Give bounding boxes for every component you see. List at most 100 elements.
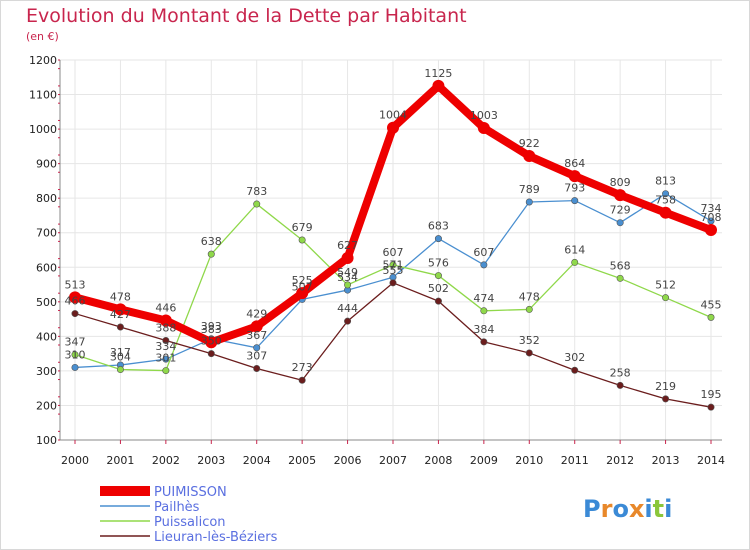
data-label: 502: [428, 282, 449, 295]
data-label: 304: [110, 351, 131, 364]
point: [114, 303, 127, 316]
point: [614, 189, 627, 202]
point: [69, 291, 81, 304]
y-tick-label: 1200: [29, 54, 57, 67]
logo-letter: i: [644, 495, 652, 523]
data-label: 388: [155, 322, 176, 335]
grid: [60, 59, 722, 441]
data-label: 466: [65, 295, 86, 308]
point: [162, 337, 170, 345]
data-label: 555: [383, 264, 404, 277]
chart-title: Evolution du Montant de la Dette par Hab…: [26, 5, 467, 27]
data-label: 627: [337, 239, 358, 252]
point: [616, 219, 624, 227]
point: [205, 336, 218, 349]
data-label: 273: [292, 361, 313, 374]
x-tick-label: 2005: [288, 454, 316, 467]
y-tick-label: 500: [36, 296, 57, 309]
point: [707, 313, 715, 321]
data-label: 813: [655, 175, 676, 188]
x-tick-label: 2001: [106, 454, 134, 467]
point: [116, 366, 124, 374]
data-label: 638: [201, 235, 222, 248]
logo-letter: P: [583, 495, 601, 523]
point: [616, 381, 624, 389]
series-group: [69, 79, 717, 411]
point: [387, 121, 399, 134]
data-label: 534: [337, 271, 358, 284]
y-tick-label: 1000: [29, 123, 57, 136]
logo-letter: x: [629, 495, 645, 523]
point: [477, 122, 490, 135]
point: [253, 344, 261, 352]
axes: [59, 60, 722, 441]
x-tick-label: 2014: [697, 454, 725, 467]
point: [568, 170, 581, 183]
data-label: 793: [564, 182, 585, 195]
x-tick-label: 2009: [470, 454, 498, 467]
data-label: 334: [155, 340, 176, 353]
point: [159, 314, 172, 327]
point: [662, 395, 670, 403]
data-label: 350: [201, 335, 222, 348]
data-label: 258: [610, 366, 631, 379]
x-tick-label: 2000: [61, 454, 89, 467]
point: [434, 235, 442, 243]
data-label: 302: [564, 351, 585, 364]
point: [298, 236, 306, 244]
y-tick-label: 800: [36, 192, 57, 205]
point: [389, 279, 397, 287]
data-label: 367: [246, 329, 267, 342]
point: [523, 150, 536, 163]
data-label: 864: [564, 157, 585, 170]
data-label: 446: [155, 301, 176, 314]
data-label: 352: [519, 334, 540, 347]
legend: PUIMISSONPailhèsPuissaliconLieuran-lès-B…: [100, 485, 278, 545]
data-label: 734: [701, 202, 722, 215]
data-label: 507: [292, 280, 313, 293]
data-label: 614: [564, 243, 585, 256]
data-label: 384: [473, 323, 494, 336]
logo-letter: i: [664, 495, 672, 523]
x-axis-ticks: 2000 2001 2002 2003 2004 2005 2006 2007 2008 2009…: [61, 440, 725, 467]
data-label: 455: [701, 298, 722, 311]
point: [432, 79, 445, 92]
data-label: 922: [519, 137, 540, 150]
y-tick-label: 300: [36, 365, 57, 378]
data-label: 571: [383, 258, 404, 271]
chart-subtitle: (en €): [26, 30, 59, 43]
data-label: 429: [246, 307, 267, 320]
y-axis-ticks: 100 200 300 400 500 600 700 800 900 1000 1100 1200: [29, 54, 60, 447]
point: [480, 307, 488, 315]
point: [525, 305, 533, 313]
point: [253, 364, 261, 372]
point: [344, 317, 352, 325]
point: [71, 310, 79, 318]
data-label: 427: [110, 308, 131, 321]
point: [662, 190, 670, 198]
x-tick-label: 2004: [243, 454, 271, 467]
y-tick-label: 900: [36, 158, 57, 171]
data-label: 383: [201, 323, 222, 336]
data-label: 317: [110, 346, 131, 359]
point: [162, 355, 170, 363]
x-tick-label: 2010: [515, 454, 543, 467]
data-label: 195: [701, 388, 722, 401]
data-labels: 513 478 446 383 429 525 627 1004 1125 1003 922 864 8…: [65, 67, 722, 401]
point: [162, 367, 170, 375]
logo-letter: o: [612, 495, 629, 523]
legend-label-0: PUIMISSON: [154, 485, 227, 500]
legend-label-2: Puissalicon: [154, 515, 226, 530]
point: [705, 223, 717, 236]
y-tick-label: 700: [36, 227, 57, 240]
data-label: 708: [701, 211, 722, 224]
point: [341, 251, 354, 264]
point: [298, 376, 306, 384]
point: [707, 403, 715, 411]
data-label: 525: [292, 274, 313, 287]
data-label: 478: [519, 290, 540, 303]
data-label: 683: [428, 220, 449, 233]
point: [71, 363, 79, 371]
